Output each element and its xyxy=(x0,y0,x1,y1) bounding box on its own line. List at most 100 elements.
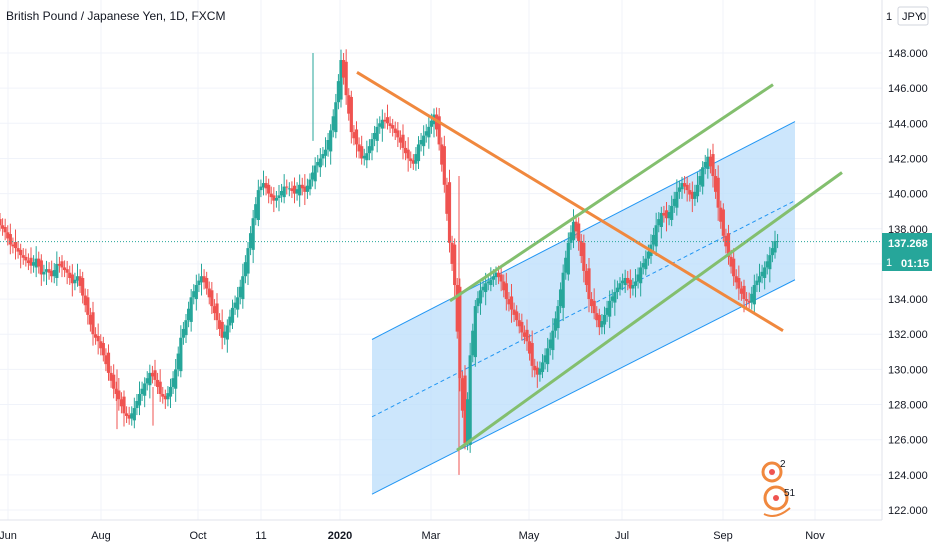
candle xyxy=(463,365,467,450)
candle xyxy=(99,334,103,356)
candle-body xyxy=(682,183,687,187)
candle-body xyxy=(393,128,397,133)
candle-body xyxy=(685,184,689,191)
candle-body xyxy=(243,262,248,277)
candle-body xyxy=(416,144,421,162)
orange-trendline[interactable] xyxy=(356,71,784,332)
candle xyxy=(455,277,459,339)
candle-body xyxy=(750,293,754,303)
candle-body xyxy=(26,260,31,264)
grid xyxy=(0,0,882,520)
channel-lower[interactable] xyxy=(371,279,796,495)
candle xyxy=(127,406,131,425)
logo-number-top: 2 xyxy=(780,459,786,470)
time-axis[interactable]: Jun Aug Oct 11 2020 Mar May Jul Sep Nov xyxy=(0,519,932,550)
candle xyxy=(135,393,139,416)
candle xyxy=(287,182,291,197)
candle-body xyxy=(499,274,503,282)
candle-body xyxy=(755,280,759,286)
candle-body xyxy=(29,257,33,266)
green-upper-line[interactable] xyxy=(449,83,774,303)
candle xyxy=(419,132,423,152)
candle-body xyxy=(86,297,90,315)
currency-button[interactable] xyxy=(897,6,929,26)
candle-body xyxy=(313,165,317,182)
channel-upper[interactable] xyxy=(371,121,796,340)
candle-body xyxy=(174,369,178,389)
candle xyxy=(29,247,33,274)
candle xyxy=(248,226,253,256)
candle xyxy=(388,116,392,133)
candle xyxy=(447,169,452,253)
candle-body xyxy=(326,140,330,150)
candle-body xyxy=(455,285,459,332)
candle xyxy=(724,228,728,254)
candle xyxy=(378,116,382,134)
candle xyxy=(416,136,421,170)
candle-body xyxy=(757,276,762,283)
candle-body xyxy=(639,267,643,284)
candle xyxy=(623,269,627,293)
candle xyxy=(465,392,470,451)
candle-body xyxy=(259,186,263,191)
green-lower-line[interactable] xyxy=(456,171,843,452)
candle-body xyxy=(515,311,519,321)
candle-body xyxy=(13,241,18,249)
candle xyxy=(721,203,725,242)
y-tick-label: 148.000 xyxy=(888,48,928,60)
candle xyxy=(104,348,108,372)
candle-body xyxy=(305,185,310,192)
candle xyxy=(197,273,201,293)
x-tick-label: Sep xyxy=(713,530,733,542)
candle-body xyxy=(375,126,379,141)
candle xyxy=(584,263,589,293)
candle-body xyxy=(654,225,658,247)
candle-body xyxy=(398,137,403,143)
candle xyxy=(608,290,612,329)
candle xyxy=(31,255,36,273)
candle xyxy=(770,241,775,263)
candle-body xyxy=(628,279,632,289)
y-tick-label: 130.000 xyxy=(888,364,928,376)
candle xyxy=(600,314,604,335)
candle xyxy=(132,397,136,429)
candle xyxy=(422,125,426,156)
candle xyxy=(352,125,356,146)
candle-body xyxy=(543,355,547,363)
candle xyxy=(316,154,320,173)
candle xyxy=(453,238,457,297)
candle-body xyxy=(623,277,627,286)
candle-body xyxy=(279,190,284,196)
candle xyxy=(468,342,472,453)
candle xyxy=(78,269,82,293)
candle xyxy=(478,282,483,315)
candle-body xyxy=(93,334,98,338)
x-tick-label: Nov xyxy=(805,530,825,542)
candle xyxy=(716,165,720,221)
candle-body xyxy=(44,269,49,272)
candle xyxy=(460,371,465,418)
x-tick-label: Jun xyxy=(0,530,17,542)
candle-body xyxy=(303,186,307,192)
candle xyxy=(755,273,759,293)
candle xyxy=(737,265,741,300)
candle xyxy=(37,251,41,274)
candle-body xyxy=(19,249,23,256)
candle-body xyxy=(391,125,395,129)
candle-body xyxy=(344,61,348,96)
candle-body xyxy=(212,306,217,314)
candle-body xyxy=(703,161,707,168)
candle-body xyxy=(636,274,640,282)
regression-channel[interactable] xyxy=(371,121,796,495)
candle xyxy=(499,266,503,292)
candle-body xyxy=(763,267,767,278)
candle xyxy=(509,283,514,323)
candle-body xyxy=(460,378,465,411)
candle-body xyxy=(83,295,87,306)
trend-lines[interactable] xyxy=(356,71,843,452)
candle-body xyxy=(706,156,710,170)
candle-body xyxy=(471,330,475,356)
candle xyxy=(179,325,183,378)
candle-body xyxy=(310,172,315,180)
